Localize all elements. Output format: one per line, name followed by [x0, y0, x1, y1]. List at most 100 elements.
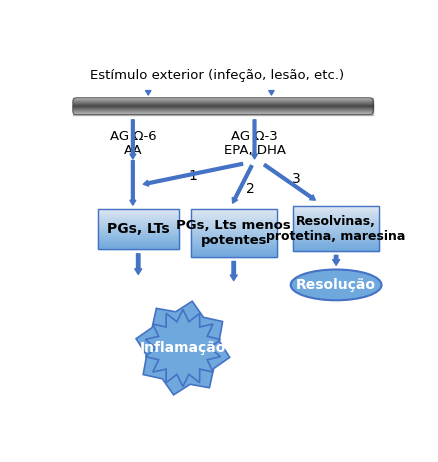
Bar [293, 244, 379, 245]
Bar [98, 236, 179, 237]
Bar [191, 220, 277, 221]
Bar [191, 221, 277, 223]
Bar [98, 221, 179, 223]
Bar [191, 213, 277, 214]
Bar [98, 209, 179, 211]
Bar [98, 225, 179, 226]
Bar [191, 239, 277, 240]
Bar [98, 209, 179, 249]
Bar [191, 255, 277, 256]
Bar [191, 226, 277, 227]
Bar [98, 235, 179, 236]
Bar [191, 224, 277, 225]
Bar [191, 227, 277, 229]
Bar [191, 212, 277, 213]
Bar [293, 234, 379, 236]
Bar [98, 227, 179, 229]
Bar [98, 230, 179, 231]
Bar [98, 212, 179, 213]
Bar [98, 237, 179, 238]
Bar [191, 225, 277, 226]
Bar [191, 238, 277, 239]
Bar [191, 252, 277, 254]
Bar [293, 249, 379, 250]
Bar [293, 216, 379, 218]
Bar [293, 250, 379, 251]
Bar [191, 236, 277, 237]
Text: Inflamação: Inflamação [140, 341, 226, 355]
Bar [191, 254, 277, 255]
Bar [191, 230, 277, 231]
Text: 1: 1 [188, 170, 198, 183]
Text: 3: 3 [292, 172, 300, 186]
Bar [293, 239, 379, 240]
Bar [191, 243, 277, 244]
Bar [191, 223, 277, 224]
Bar [98, 220, 179, 221]
Bar [293, 230, 379, 231]
Bar [293, 223, 379, 224]
Bar [293, 210, 379, 211]
Bar [98, 232, 179, 233]
Bar [293, 237, 379, 239]
Bar [293, 233, 379, 234]
Bar [293, 242, 379, 243]
Bar [98, 223, 179, 224]
Bar [191, 232, 277, 233]
Bar [98, 224, 179, 225]
Bar [98, 248, 179, 249]
Bar [98, 214, 179, 215]
Text: AG Ω-6: AG Ω-6 [110, 130, 156, 143]
Bar [293, 218, 379, 219]
Bar [191, 245, 277, 246]
Bar [191, 235, 277, 236]
Bar [293, 245, 379, 247]
Text: Estímulo exterior (infeção, lesão, etc.): Estímulo exterior (infeção, lesão, etc.) [91, 69, 345, 82]
Bar [293, 248, 379, 249]
Bar [191, 242, 277, 243]
Bar [98, 242, 179, 243]
Bar [191, 229, 277, 230]
Bar [98, 226, 179, 227]
Bar [98, 211, 179, 212]
Bar [191, 215, 277, 217]
Bar [293, 243, 379, 244]
Bar [293, 240, 379, 241]
Bar [191, 209, 277, 257]
Bar [98, 239, 179, 240]
Text: EPA, DHA: EPA, DHA [223, 144, 286, 157]
Text: AG Ω-3: AG Ω-3 [231, 130, 278, 143]
Bar [293, 235, 379, 237]
Bar [98, 215, 179, 216]
Bar [98, 229, 179, 230]
Bar [191, 233, 277, 235]
Bar [293, 241, 379, 242]
Bar [293, 226, 379, 228]
Bar [191, 211, 277, 212]
Bar [293, 247, 379, 248]
Bar [191, 231, 277, 232]
Bar [293, 213, 379, 214]
Bar [293, 228, 379, 229]
Bar [293, 221, 379, 222]
Polygon shape [136, 301, 230, 395]
Polygon shape [145, 310, 220, 387]
Bar [293, 207, 379, 251]
Bar [293, 232, 379, 233]
Bar [293, 231, 379, 232]
Bar [98, 219, 179, 220]
Bar [191, 217, 277, 218]
Bar [293, 207, 379, 209]
Bar [98, 238, 179, 239]
Bar [191, 250, 277, 251]
Bar [98, 231, 179, 232]
Bar [191, 219, 277, 220]
Bar [191, 237, 277, 238]
Bar [191, 256, 277, 257]
Bar [98, 243, 179, 244]
Bar [98, 216, 179, 218]
Bar [293, 225, 379, 226]
Text: PGs, Lts menos
potentes: PGs, Lts menos potentes [177, 219, 291, 247]
Bar [191, 240, 277, 242]
Bar [191, 251, 277, 252]
